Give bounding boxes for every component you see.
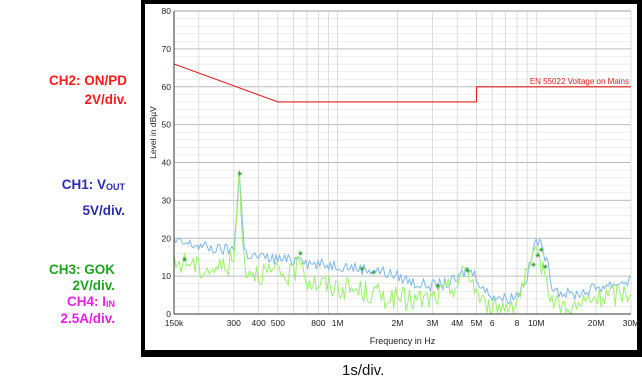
x-tick-label: 2M <box>392 318 404 328</box>
emi-spectrum-chart: ✴✴✴✴ ✴✴✴✴✴✴✴ EN 55022 Voltage on Mains010… <box>145 4 640 350</box>
average-trace-series <box>173 169 632 314</box>
x-tick-label: 30M <box>623 318 640 328</box>
ch4-name-sub: IN <box>106 299 115 309</box>
x-axis-label: Frequency in Hz <box>370 336 436 346</box>
x-tick-label: 20M <box>588 318 605 328</box>
peak-marker: ✴ <box>297 250 305 260</box>
x-tick-label: 1M <box>332 318 344 328</box>
peak-marker: ✴ <box>358 265 366 275</box>
limit-line-series <box>173 63 631 103</box>
x-tick-label: 5M <box>471 318 483 328</box>
x-tick-label: 300 <box>227 318 241 328</box>
peak-marker: ✴ <box>236 170 244 180</box>
ch4-name: CH4: IIN <box>4 294 115 311</box>
limit-line-label: EN 55022 Voltage on Mains <box>530 77 629 86</box>
plot-background <box>145 4 637 350</box>
ch2-scale: 2V/div. <box>84 92 127 107</box>
y-tick-label: 40 <box>162 158 172 168</box>
x-tick-label: 3M <box>426 318 438 328</box>
peak-marker: ✴ <box>534 251 542 261</box>
ch3-scale: 2V/div. <box>72 278 115 293</box>
y-tick-label: 30 <box>162 195 172 205</box>
peak-marker: ✴ <box>541 263 549 273</box>
ch2-name: CH2: ON/PD <box>48 73 127 88</box>
peak-trace-series <box>173 173 632 305</box>
scope-frame: ✴ ✴ ✴ ✴ ✴ ✴ ✴ ✴ ✴ ✴ ✴ EN 55022 Voltage on Mains 0 10… <box>141 0 642 357</box>
ch1-label: CH1: VOUT 5V/div. <box>4 177 125 219</box>
ch1-name: CH1: VOUT <box>4 177 125 194</box>
ch4-scale: 2.5A/div. <box>60 311 115 326</box>
y-tick-label: 50 <box>162 120 172 130</box>
peak-marker: ✴ <box>537 246 545 256</box>
y-tick-label: 10 <box>162 271 172 281</box>
x-tick-label: 150k <box>165 318 184 328</box>
x-tick-label: 4M <box>451 318 463 328</box>
ch3-label: CH3: GOK 2V/div. <box>4 262 115 294</box>
y-tick-label: 70 <box>162 44 172 54</box>
peak-marker: ✴ <box>530 261 538 271</box>
x-tick-label: 500 <box>271 318 285 328</box>
x-tick-label: 800 <box>311 318 325 328</box>
ch1-name-main: CH1: V <box>61 177 106 192</box>
y-tick-label: 80 <box>162 6 172 16</box>
y-tick-label: 20 <box>162 233 172 243</box>
ch1-name-sub: OUT <box>106 182 125 192</box>
x-tick-label: 10M <box>528 318 545 328</box>
ch1-scale: 5V/div. <box>82 203 125 218</box>
ch3-name: CH3: GOK <box>48 262 115 277</box>
x-tick-label: 400 <box>252 318 266 328</box>
peak-marker: ✴ <box>370 269 378 279</box>
y-tick-label: 60 <box>162 82 172 92</box>
x-tick-label: 8 <box>515 318 520 328</box>
x-tick-label: 6 <box>490 318 495 328</box>
peak-marker: ✴ <box>181 255 189 265</box>
y-tick-label: 0 <box>166 309 171 319</box>
ch4-label: CH4: IIN 2.5A/div. <box>4 294 115 327</box>
peak-marker: ✴ <box>464 267 472 277</box>
y-axis-label: Level in dBµV <box>148 106 158 159</box>
peak-marker: ✴ <box>434 282 442 292</box>
ch2-label: CH2: ON/PD 2V/div. <box>4 73 127 108</box>
ch4-name-main: CH4: I <box>66 294 106 309</box>
timebase-label: 1s/div. <box>342 362 385 379</box>
